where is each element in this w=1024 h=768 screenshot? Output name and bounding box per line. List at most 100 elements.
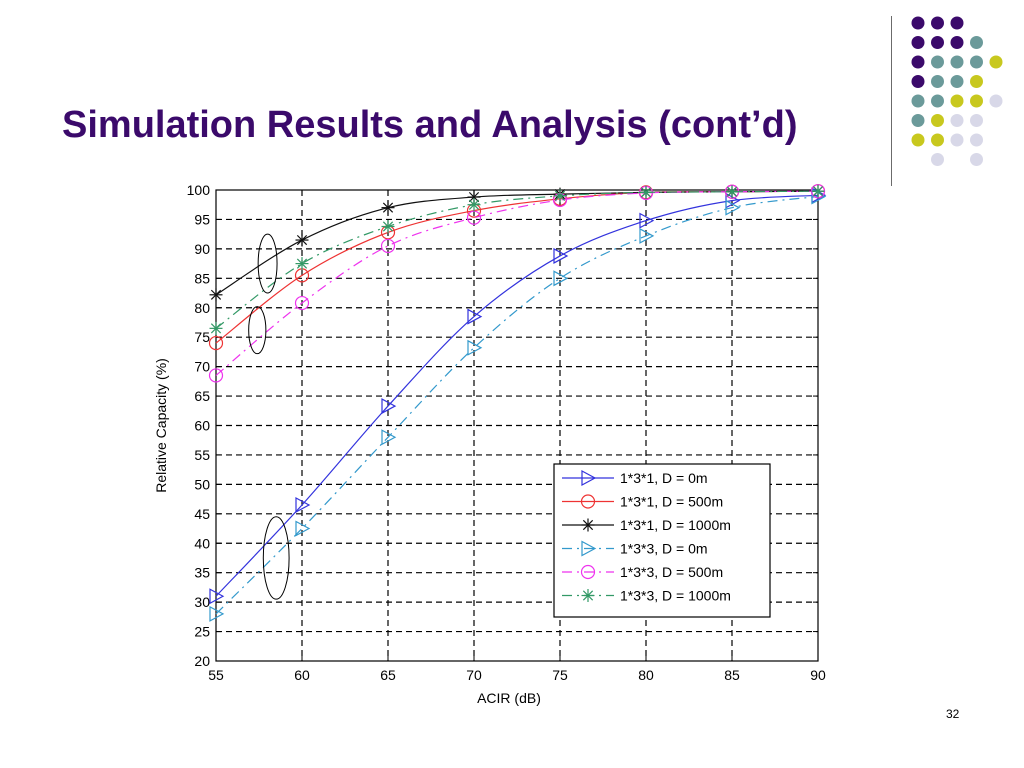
series-point	[639, 212, 655, 229]
legend-label: 1*3*3, D = 1000m	[620, 588, 731, 604]
decor-dot	[950, 94, 964, 108]
x-tick-label: 80	[638, 667, 654, 683]
y-tick-label: 85	[194, 270, 210, 286]
y-tick-label: 55	[194, 447, 210, 463]
decor-dot	[970, 36, 983, 49]
y-tick-label: 35	[194, 565, 210, 581]
decor-dot	[911, 75, 925, 88]
series-point	[209, 605, 225, 622]
y-tick-label: 80	[194, 300, 210, 316]
legend-label: 1*3*1, D = 500m	[620, 494, 723, 510]
annotation-ellipse	[257, 233, 278, 294]
annotation-ellipse	[262, 516, 290, 600]
legend-label: 1*3*3, D = 0m	[620, 541, 708, 557]
x-tick-label: 55	[208, 667, 224, 683]
decor-dot	[911, 133, 925, 147]
y-tick-label: 75	[194, 329, 210, 345]
y-tick-label: 65	[194, 388, 210, 404]
legend-box	[553, 463, 771, 618]
series-point	[381, 201, 395, 215]
series-point	[381, 398, 397, 415]
annotation-ellipse	[248, 306, 267, 355]
decor-dot	[950, 55, 964, 69]
series-point	[295, 233, 309, 247]
legend-label: 1*3*3, D = 500m	[620, 564, 723, 580]
decor-dot	[911, 36, 925, 49]
series-point	[381, 220, 395, 234]
legend-marker	[581, 589, 595, 602]
decor-dot	[911, 16, 925, 30]
decor-dot	[931, 114, 944, 127]
decor-dot	[989, 94, 1003, 108]
series-point	[639, 185, 653, 199]
capacity-line-chart: 55 60 65 70 75 80 85 90 20 25 30 35 40 45 50 55 60 65 70 75…	[153, 182, 827, 706]
x-tick-label: 60	[294, 667, 310, 683]
series-point	[294, 295, 310, 311]
decor-dot	[911, 114, 925, 127]
series-point	[380, 238, 396, 254]
series-point	[639, 227, 655, 244]
series-point	[553, 247, 569, 264]
decor-dot	[911, 94, 925, 108]
decor-dot	[950, 16, 964, 30]
y-tick-label: 20	[194, 653, 210, 669]
decor-dot	[950, 75, 964, 88]
legend-marker	[580, 564, 596, 580]
decor-dot	[931, 133, 944, 147]
legend-marker	[580, 494, 596, 509]
legend-marker	[581, 540, 597, 557]
x-tick-label: 70	[466, 667, 482, 683]
series-point	[208, 335, 224, 351]
y-tick-label: 60	[194, 418, 210, 434]
slide-title: Simulation Results and Analysis (cont’d)	[62, 104, 798, 146]
y-tick-label: 70	[194, 359, 210, 375]
x-axis-label: ACIR (dB)	[477, 690, 541, 706]
decor-dot	[931, 94, 944, 108]
series-point	[725, 185, 739, 199]
decor-dot	[931, 75, 944, 88]
series-point	[381, 429, 397, 446]
title-divider	[891, 16, 892, 186]
series-point	[209, 588, 225, 605]
decor-dot	[970, 75, 983, 88]
y-tick-label: 30	[194, 594, 210, 610]
series-point	[467, 198, 481, 212]
decor-dot	[931, 16, 944, 30]
series-point	[295, 496, 311, 513]
page-number: 32	[946, 707, 960, 721]
decor-dot	[931, 36, 944, 49]
legend-marker	[581, 469, 597, 487]
series-point	[295, 257, 309, 271]
series-line	[215, 194, 819, 597]
legend-label: 1*3*1, D = 1000m	[620, 517, 731, 533]
legend-label: 1*3*1, D = 0m	[620, 470, 708, 486]
decor-dot	[950, 114, 964, 127]
x-tick-label: 65	[380, 667, 396, 683]
series-point	[208, 368, 224, 383]
series-point	[209, 321, 223, 335]
x-tick-label: 85	[724, 667, 740, 683]
y-tick-label: 95	[194, 211, 210, 227]
decor-dot	[970, 114, 983, 127]
decor-dot	[970, 55, 983, 69]
decor-dot	[989, 55, 1003, 69]
y-axis-label: Relative Capacity (%)	[153, 358, 169, 493]
decor-dot	[970, 153, 983, 166]
decor-dot	[931, 153, 944, 166]
decor-dot	[950, 133, 964, 147]
series-point	[467, 308, 483, 325]
x-tick-label: 90	[810, 667, 826, 683]
legend: 1*3*1, D = 0m 1*3*1, D = 500m 1*3*1, D = 1…	[553, 463, 771, 618]
y-tick-label: 45	[194, 506, 210, 522]
series-line	[215, 195, 819, 615]
y-tick-label: 40	[194, 535, 210, 551]
series-point	[553, 270, 569, 287]
decor-dot	[911, 55, 925, 69]
decor-dot	[931, 55, 944, 69]
y-tick-label: 90	[194, 241, 210, 257]
decor-dot	[970, 133, 983, 147]
legend-marker	[581, 518, 595, 532]
y-tick-label: 50	[194, 476, 210, 492]
series-point	[553, 189, 567, 203]
series-point	[209, 288, 223, 302]
